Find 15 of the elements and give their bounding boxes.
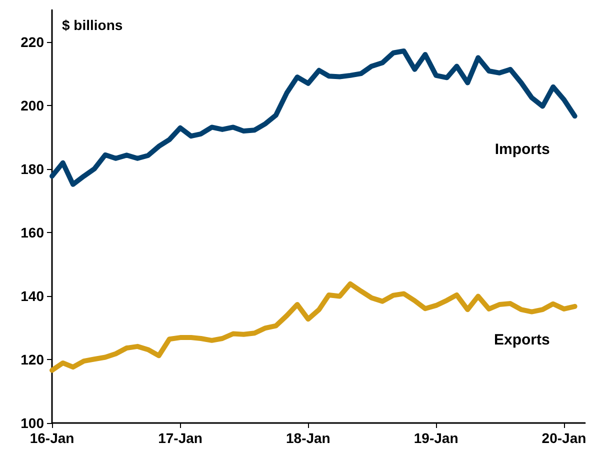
- y-tick-label: 100: [20, 415, 44, 431]
- series-label: Exports: [494, 331, 550, 348]
- y-axis-title: $ billions: [62, 17, 123, 33]
- text: Imports: [494, 141, 550, 158]
- x-tick-label: 16-Jan: [30, 430, 74, 446]
- y-tick-label: 160: [20, 224, 44, 240]
- x-tick-label: 18-Jan: [286, 430, 330, 446]
- y-tick-label: 140: [20, 288, 44, 304]
- x-tick-label: 19-Jan: [414, 430, 458, 446]
- x-tick-label: 17-Jan: [158, 430, 202, 446]
- y-tick-label: 120: [20, 351, 44, 368]
- x-tick-label: 20-Jan: [542, 430, 586, 446]
- y-tick-label: 220: [20, 34, 44, 50]
- y-tick-label: 200: [20, 97, 44, 114]
- y-tick-label: 180: [20, 160, 44, 177]
